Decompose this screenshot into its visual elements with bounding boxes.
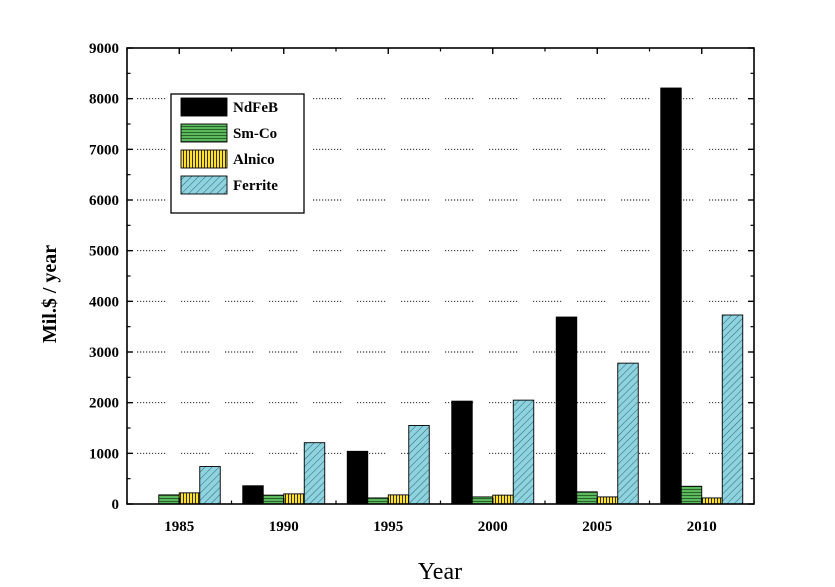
legend-swatch-sm-co xyxy=(180,123,228,143)
bar-ferrite-1985 xyxy=(199,466,221,505)
y-axis-title: Mil.$ / year xyxy=(39,245,61,343)
bar-alnico-1995 xyxy=(387,494,410,505)
axis-ticks xyxy=(126,47,755,505)
y-tick-label: 4000 xyxy=(89,294,119,310)
y-tick-label: 7000 xyxy=(89,142,119,158)
legend-label: Alnico xyxy=(233,152,275,168)
x-tick-label: 2010 xyxy=(687,519,717,535)
y-tick-label: 0 xyxy=(112,497,120,513)
bar-ferrite-2000 xyxy=(512,399,535,505)
y-tick-label: 9000 xyxy=(89,41,119,57)
bar-alnico-2010 xyxy=(701,497,723,505)
bar-ndfeb-1990 xyxy=(242,485,264,505)
bar-alnico-1990 xyxy=(283,493,305,505)
legend: NdFeB Sm-Co Alnico Ferrite xyxy=(170,93,305,214)
x-tick-label: 1990 xyxy=(269,519,299,535)
y-tick-label: 8000 xyxy=(89,92,119,108)
bar-sm-co-1985 xyxy=(158,494,180,505)
x-tick-labels: 1985 1990 1995 2000 2005 2010 xyxy=(164,519,717,535)
x-axis-title: Year xyxy=(418,559,462,585)
y-tick-label: 2000 xyxy=(89,396,119,412)
bar-sm-co-1995 xyxy=(367,497,389,505)
x-tick-label: 1995 xyxy=(373,519,403,535)
bar-sm-co-2010 xyxy=(680,485,703,505)
bar-ndfeb-2005 xyxy=(555,316,578,505)
legend-label: Sm-Co xyxy=(233,126,277,142)
x-tick-label: 1985 xyxy=(164,519,194,535)
bar-alnico-1985 xyxy=(178,492,201,505)
y-tick-label: 6000 xyxy=(89,193,119,209)
y-tick-label: 3000 xyxy=(89,345,119,361)
bar-ferrite-1995 xyxy=(408,425,430,505)
legend-label: NdFeB xyxy=(233,100,278,116)
legend-label: Ferrite xyxy=(233,178,278,194)
bar-sm-co-2000 xyxy=(471,496,494,505)
bar-ferrite-1990 xyxy=(303,442,326,505)
bar-alnico-2000 xyxy=(492,494,514,505)
bar-ndfeb-2010 xyxy=(660,87,682,505)
legend-swatch-ndfeb xyxy=(180,97,228,117)
legend-swatch-ferrite xyxy=(180,175,228,195)
bar-sm-co-1990 xyxy=(262,494,285,505)
x-tick-label: 2000 xyxy=(478,519,508,535)
legend-swatch-alnico xyxy=(180,149,228,169)
bar-ferrite-2010 xyxy=(721,314,744,505)
bar-ferrite-2005 xyxy=(617,362,639,505)
bar-alnico-2005 xyxy=(596,496,619,505)
y-tick-labels: 0 1000 2000 3000 4000 5000 6000 7000 8000 9000 xyxy=(89,41,119,513)
x-tick-label: 2005 xyxy=(582,519,612,535)
bar-sm-co-2005 xyxy=(576,491,598,505)
bar-ndfeb-1995 xyxy=(346,450,369,505)
legend-items: NdFeB Sm-Co Alnico Ferrite xyxy=(180,97,278,195)
y-tick-label: 1000 xyxy=(89,446,119,462)
y-tick-label: 5000 xyxy=(89,244,119,260)
bar-ndfeb-2000 xyxy=(451,400,473,505)
